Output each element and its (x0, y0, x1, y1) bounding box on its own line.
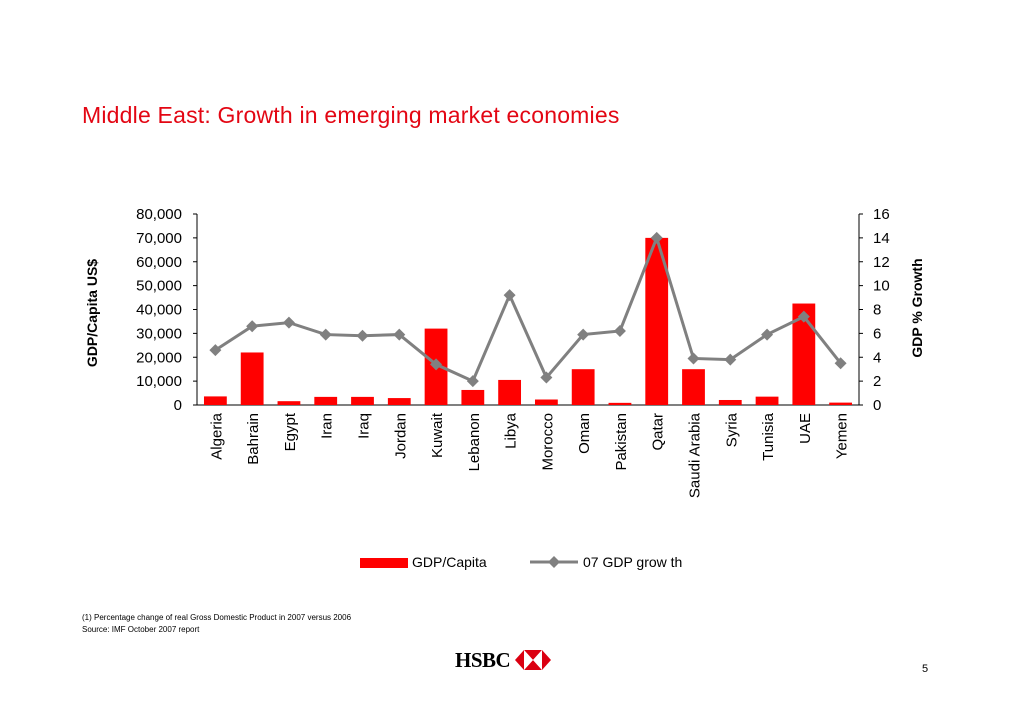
growth-point (613, 324, 626, 337)
footnote-source: Source: IMF October 2007 report (82, 625, 200, 634)
y-tick-label: 70,000 (136, 230, 182, 247)
x-tick-label: Qatar (650, 413, 667, 451)
y2-axis-title: GDP % Growth (909, 258, 925, 357)
legend-label-growth: 07 GDP grow th (583, 554, 682, 570)
page-number: 5 (922, 663, 929, 675)
x-tick-label: Yemen (834, 413, 851, 459)
growth-point (834, 357, 847, 370)
bar (571, 369, 595, 405)
bar (829, 402, 853, 405)
legend-label-gdp-capita: GDP/Capita (412, 554, 487, 570)
bar (534, 399, 558, 405)
hsbc-hexagon-icon (515, 650, 552, 670)
growth-point (356, 329, 369, 342)
x-tick-label: Jordan (392, 413, 409, 459)
legend-marker-growth (548, 556, 560, 568)
hsbc-logo-text: HSBC (455, 647, 511, 672)
footnote-growth-definition: (1) Percentage change of real Gross Dome… (82, 613, 352, 622)
x-tick-label: Tunisia (760, 412, 777, 460)
growth-point (540, 371, 553, 384)
x-tick-label: Kuwait (429, 412, 446, 458)
y-tick-label: 10,000 (136, 373, 182, 390)
gdp-chart: 80,000 70,000 60,000 50,000 40,000 30,000 20,0… (84, 206, 925, 570)
x-tick-label: Iran (319, 413, 336, 439)
y-tick-label: 0 (174, 397, 182, 414)
growth-point (282, 316, 295, 329)
y-tick-label: 50,000 (136, 278, 182, 295)
growth-point (209, 344, 222, 357)
y2-tick-label: 0 (873, 397, 881, 414)
bar (498, 379, 522, 405)
hsbc-logo: HSBC (455, 647, 552, 672)
x-tick-label: Bahrain (245, 413, 262, 465)
x-tick-label: Pakistan (613, 413, 630, 471)
y2-tick-label: 12 (873, 254, 890, 271)
bar (792, 303, 816, 405)
growth-point (687, 352, 700, 365)
x-tick-label: UAE (797, 413, 814, 444)
bar (240, 352, 264, 405)
bar (351, 396, 374, 405)
y2-tick-label: 4 (873, 349, 881, 366)
growth-point (503, 289, 516, 302)
y-tick-label: 20,000 (136, 349, 182, 366)
y-tick-label: 40,000 (136, 302, 182, 319)
bar (718, 399, 742, 405)
growth-point (761, 328, 774, 341)
bar (682, 369, 705, 405)
growth-point (430, 358, 443, 371)
x-tick-label: Lebanon (466, 413, 483, 471)
y2-tick-label: 14 (873, 230, 890, 247)
growth-point (319, 328, 332, 341)
growth-line (214, 233, 842, 384)
y-axis-title: GDP/Capita US$ (84, 259, 100, 367)
y2-tick-label: 16 (873, 206, 890, 223)
growth-point (577, 328, 590, 341)
slide-title: Middle East: Growth in emerging market e… (82, 102, 620, 128)
bar (608, 402, 632, 405)
legend-swatch-gdp-capita (360, 558, 408, 568)
x-tick-label: Oman (576, 413, 593, 454)
y2-tick-label: 10 (873, 278, 890, 295)
x-tick-label: Algeria (208, 412, 225, 459)
growth-point (246, 320, 259, 333)
bar (755, 396, 779, 405)
growth-point (466, 375, 479, 388)
y2-tick-label: 8 (873, 302, 881, 319)
y2-tick-label: 6 (873, 325, 881, 342)
bar (461, 389, 485, 405)
bar (277, 401, 301, 405)
x-tick-label: Libya (503, 412, 520, 449)
growth-point (797, 310, 810, 323)
y2-tick-label: 2 (873, 373, 881, 390)
y-tick-label: 80,000 (136, 206, 182, 223)
growth-point (650, 231, 663, 244)
x-tick-label: Morocco (539, 413, 556, 471)
x-tick-label: Saudi Arabia (687, 412, 704, 498)
growth-point (393, 328, 406, 341)
x-tick-label: Syria (723, 412, 740, 447)
bar (203, 396, 227, 405)
bar (314, 396, 338, 405)
bar (645, 237, 669, 405)
y-tick-label: 30,000 (136, 325, 182, 342)
growth-point (724, 353, 737, 366)
x-tick-label: Egypt (282, 412, 299, 451)
x-tick-label: Iraq (356, 413, 373, 439)
y-tick-label: 60,000 (136, 254, 182, 271)
bar (387, 398, 411, 405)
